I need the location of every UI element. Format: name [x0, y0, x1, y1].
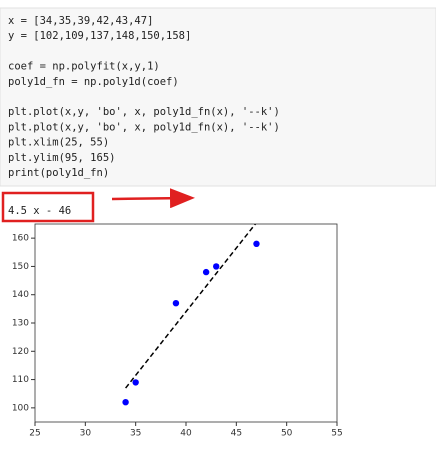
y-tick-label: 100	[12, 403, 29, 413]
plot-clip	[122, 224, 260, 406]
y-tick-label: 130	[12, 319, 29, 329]
point	[213, 263, 220, 270]
highlight-box	[1, 191, 95, 223]
x-tick-label: 25	[29, 429, 40, 439]
code-area: x = [34,35,39,42,43,47] y = [102,109,137,…	[8, 15, 280, 179]
plot-area	[34, 223, 338, 423]
point	[132, 379, 139, 386]
code-line: plt.xlim(25, 55)	[8, 137, 109, 149]
point	[172, 300, 180, 307]
point	[253, 240, 260, 247]
code-line: plt.plot(x,y, 'bo', x, poly1d_fn(x), '--…	[8, 121, 280, 133]
code-line: plt.plot(x,y, 'bo', x, poly1d_fn(x), '--…	[8, 106, 280, 118]
plot: 25 30 35 40 45 50 55 100 110 120 130 140 150 160	[12, 224, 343, 439]
y-tick-label: 150	[12, 262, 29, 272]
code-line: x = [34,35,39,42,43,47]	[8, 15, 153, 27]
fit-line	[125, 224, 257, 389]
x-tick-label: 55	[331, 429, 342, 439]
y-tick-label: 140	[12, 290, 29, 300]
code-line: poly1d_fn = np.poly1d(coef)	[8, 76, 179, 88]
x-tick-label: 40	[180, 429, 192, 439]
code-line: print(poly1d_fn)	[8, 167, 109, 179]
x-tick-label: 35	[130, 429, 141, 439]
x-tick-label: 45	[231, 429, 242, 439]
arrow	[111, 188, 195, 209]
output-text: 4.5 x - 46	[8, 205, 71, 217]
code-line: y = [102,109,137,148,150,158]	[8, 30, 191, 42]
code-line: plt.ylim(95, 165)	[8, 152, 115, 164]
y-tick-label: 120	[12, 347, 29, 357]
y-tick-label: 160	[12, 234, 29, 244]
code-line: coef = np.polyfit(x,y,1)	[8, 61, 160, 73]
x-tick-label: 50	[281, 429, 293, 439]
code-cell[interactable]	[0, 7, 436, 187]
point	[122, 399, 129, 406]
x-tick-label: 30	[80, 429, 92, 439]
point	[202, 268, 210, 276]
y-tick-label: 110	[12, 375, 29, 385]
